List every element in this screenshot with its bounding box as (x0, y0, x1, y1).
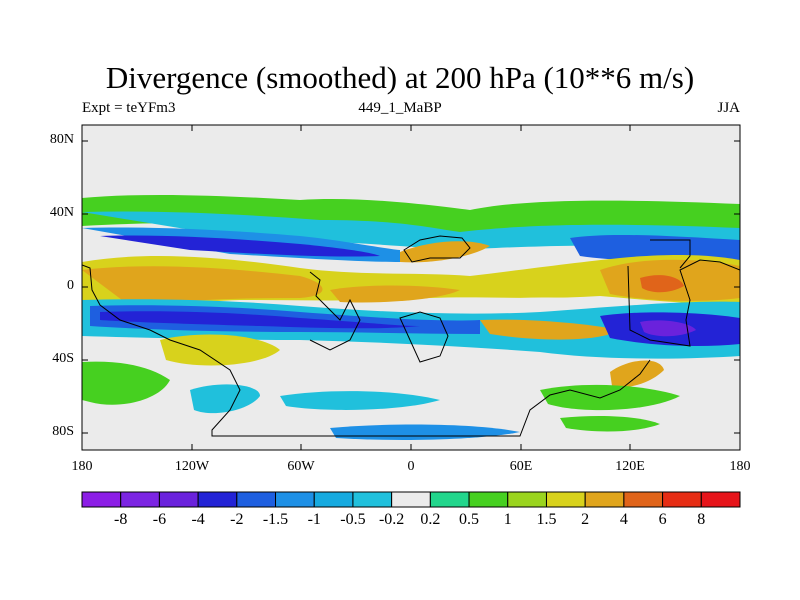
colorbar-label: -0.2 (378, 511, 405, 528)
contour-band-asia-blue (570, 234, 740, 262)
colorbar-label: 8 (697, 511, 706, 528)
coast-australia (650, 239, 691, 269)
colorbar-swatch (545, 491, 586, 508)
colorbar-label: 1.5 (536, 511, 557, 528)
colorbar-swatch (623, 491, 664, 508)
subtitle-season: JJA (717, 100, 740, 116)
colorbar-swatch (275, 491, 315, 508)
subtitle-experiment: Expt = teYFm3 (82, 100, 176, 116)
coast-maritime (627, 259, 740, 347)
lon-label: 120E (615, 459, 645, 474)
colorbar-swatch (584, 491, 625, 508)
colorbar-swatch (236, 491, 277, 508)
colorbar-label: -0.5 (340, 511, 366, 528)
contour-indian-orange (480, 319, 620, 340)
colorbar-label: -8 (114, 511, 128, 528)
colorbar-label: -1.5 (262, 511, 289, 528)
coast-americas (82, 264, 651, 437)
lon-label: 120W (174, 459, 210, 474)
contour-fields (82, 194, 740, 440)
colorbar-swatch (197, 491, 238, 508)
lon-label: 60W (287, 459, 315, 474)
contour-far-s-cyan2 (280, 391, 440, 410)
colorbar-swatch (662, 491, 702, 508)
lat-label: 40S (52, 351, 74, 366)
lat-label: 40N (49, 205, 74, 220)
colorbar-label: -4 (191, 511, 205, 528)
colorbar (81, 491, 741, 508)
coast-africa (399, 311, 449, 363)
colorbar-label: -2 (230, 511, 244, 528)
colorbar-label: 0.2 (420, 511, 441, 528)
contour-indopacific-purple (640, 320, 696, 337)
lon-label: 180 (729, 459, 751, 474)
lon-label: 60E (509, 459, 533, 474)
colorbar-swatch (313, 491, 354, 508)
colorbar-label: 1 (503, 511, 512, 528)
colorbar-swatch (352, 491, 393, 508)
colorbar-label: 2 (581, 511, 590, 528)
colorbar-swatch (158, 491, 199, 508)
contour-africa-orange (330, 285, 460, 303)
coastlines (82, 235, 740, 437)
contour-far-s-green (82, 361, 170, 405)
coast-asia (403, 235, 471, 263)
contour-far-s-green3 (560, 416, 660, 432)
colorbar-label: 4 (619, 511, 628, 528)
contour-trop-whitegap (330, 297, 620, 316)
contour-s-yellow (160, 334, 280, 366)
axis-ticks (82, 125, 740, 450)
contour-wpacific-red (640, 275, 684, 293)
colorbar-label: -6 (152, 511, 167, 528)
colorbar-swatch (429, 491, 470, 508)
lon-label: 0 (407, 459, 415, 474)
contour-band-s-darkblue (100, 311, 420, 329)
contour-band-trop-orange (82, 266, 323, 306)
lat-label: 80N (49, 132, 74, 147)
contour-s-pacific-orange (610, 360, 664, 388)
colorbar-swatch (81, 491, 122, 508)
colorbar-label: -1 (307, 511, 321, 528)
contour-far-s-cyan (190, 384, 260, 414)
subtitle-run-id: 449_1_MaBP (358, 100, 442, 116)
coast-andes (309, 271, 361, 351)
lat-label: 0 (67, 278, 74, 293)
colorbar-label: 6 (658, 511, 667, 528)
lon-label: 180 (71, 459, 93, 474)
colorbar-swatch (700, 491, 741, 508)
contour-band-n-darkblue (100, 235, 380, 257)
colorbar-swatch (507, 491, 547, 508)
colorbar-swatch (391, 491, 431, 508)
lat-label: 80S (52, 424, 74, 439)
colorbar-swatch (468, 491, 509, 508)
chart-title: Divergence (smoothed) at 200 hPa (10**6 … (105, 60, 695, 95)
colorbar-label: 0.5 (459, 511, 480, 528)
colorbar-swatch (120, 491, 160, 508)
contour-eurasia-orange (400, 241, 490, 263)
